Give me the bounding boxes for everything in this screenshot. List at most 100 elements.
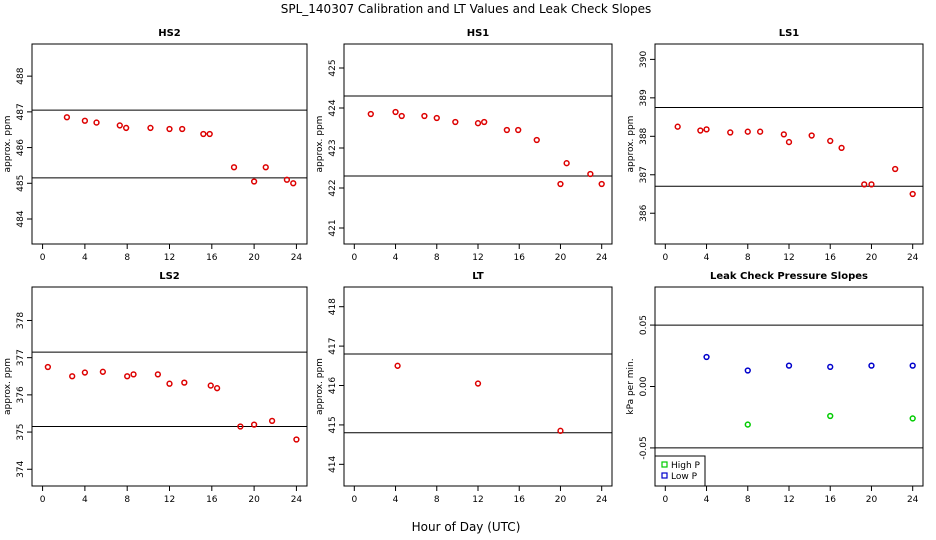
data-point <box>703 353 710 361</box>
x-tick-label: 4 <box>393 253 399 263</box>
data-point <box>868 181 875 188</box>
y-tick-label: 484 <box>16 210 26 227</box>
data-point <box>398 112 405 120</box>
data-point <box>744 421 751 428</box>
data-point <box>262 164 269 171</box>
panel-title: LT <box>472 271 484 282</box>
data-point <box>290 180 297 187</box>
panel-2: LS1 approx. ppm 0 4 8 12 16 20 24 386 387 388 389 390 <box>626 28 924 263</box>
y-tick-label: -0.05 <box>639 436 649 459</box>
data-point <box>756 128 764 135</box>
data-point <box>808 132 815 139</box>
panel-1: HS1 approx. ppm 0 4 8 12 16 20 24 421 422 423 424 425 <box>315 28 613 263</box>
y-tick-label: 0.05 <box>639 315 649 335</box>
legend-marker <box>661 461 668 468</box>
x-tick-label: 12 <box>783 495 794 505</box>
y-axis-label: kPa per min. <box>626 358 636 414</box>
data-point <box>250 178 258 185</box>
panel-title: LS1 <box>779 28 800 39</box>
legend-box <box>654 455 706 487</box>
x-tick-label: 24 <box>596 253 608 263</box>
data-point <box>827 363 834 370</box>
data-point <box>827 137 834 145</box>
data-point <box>181 379 188 386</box>
data-point <box>452 118 459 126</box>
y-tick-label: 416 <box>328 377 338 394</box>
x-tick-label: 12 <box>164 253 175 263</box>
x-tick-label: 20 <box>555 253 567 263</box>
y-tick-label: 374 <box>16 460 26 477</box>
data-point <box>44 363 52 371</box>
y-axis-label: approx. ppm <box>3 116 13 173</box>
y-tick-label: 386 <box>639 204 649 221</box>
data-point <box>81 369 89 376</box>
panel-title: HS1 <box>467 28 490 39</box>
data-point <box>69 373 76 380</box>
data-point <box>481 118 488 126</box>
x-tick-label: 16 <box>514 253 526 263</box>
x-tick-label: 12 <box>783 253 794 263</box>
x-tick-label: 20 <box>248 253 260 263</box>
data-point <box>474 380 482 387</box>
data-point <box>892 165 899 173</box>
data-point <box>703 126 710 133</box>
y-tick-label: 389 <box>639 89 649 106</box>
data-point <box>563 160 570 167</box>
legend-label: High P <box>671 461 701 471</box>
y-axis-label: approx. ppm <box>315 358 325 415</box>
panel-title: Leak Check Pressure Slopes <box>710 271 868 282</box>
data-point <box>268 417 276 425</box>
data-point <box>503 126 511 134</box>
x-tick-label: 0 <box>40 495 46 505</box>
data-point <box>206 130 213 138</box>
y-tick-label: 485 <box>16 175 26 192</box>
panel-0: HS2 approx. ppm 0 4 8 12 16 20 24 484 485 486 487 488 <box>3 28 308 263</box>
x-tick-label: 24 <box>596 495 608 505</box>
y-tick-label: 390 <box>639 51 649 68</box>
data-point <box>179 125 186 133</box>
y-tick-label: 377 <box>16 349 26 366</box>
x-tick-label: 0 <box>662 253 668 263</box>
panel-3: LS2 approx. ppm 0 4 8 12 16 20 24 374 375 376 377 378 <box>3 271 308 505</box>
data-point <box>237 423 244 430</box>
data-point <box>130 371 137 378</box>
x-axis-title: Hour of Day (UTC) <box>412 520 521 534</box>
data-point <box>587 170 594 178</box>
y-tick-label: 424 <box>328 99 338 116</box>
y-tick-label: 486 <box>16 139 26 156</box>
y-tick-label: 421 <box>328 219 338 236</box>
x-tick-label: 8 <box>124 495 130 505</box>
figure-title: SPL_140307 Calibration and LT Values and… <box>281 2 652 16</box>
x-tick-label: 8 <box>745 495 751 505</box>
data-point <box>283 176 291 183</box>
plot-frame <box>31 43 308 245</box>
data-point <box>166 380 173 387</box>
y-tick-label: 423 <box>328 139 338 156</box>
data-point <box>785 138 793 146</box>
y-tick-label: 422 <box>328 179 338 196</box>
data-point <box>744 128 751 135</box>
x-tick-label: 4 <box>82 253 88 263</box>
x-tick-label: 16 <box>206 253 218 263</box>
x-tick-label: 8 <box>434 495 440 505</box>
data-point <box>838 144 845 151</box>
x-tick-label: 4 <box>393 495 399 505</box>
y-tick-label: 415 <box>328 416 338 433</box>
data-point <box>367 110 374 118</box>
x-tick-label: 24 <box>907 495 919 505</box>
panel-4: LT approx. ppm 0 4 8 12 16 20 24 414 415 416 417 418 <box>315 271 613 505</box>
x-tick-label: 8 <box>745 253 751 263</box>
data-point <box>200 130 207 138</box>
data-point <box>727 129 734 136</box>
y-tick-label: 417 <box>328 338 338 355</box>
x-tick-label: 24 <box>291 495 303 505</box>
data-point <box>697 127 704 134</box>
data-point <box>293 436 300 443</box>
y-tick-label: 376 <box>16 386 26 403</box>
data-point <box>909 190 916 198</box>
x-tick-label: 16 <box>206 495 218 505</box>
y-tick-label: 378 <box>16 312 26 329</box>
x-tick-label: 24 <box>907 253 919 263</box>
